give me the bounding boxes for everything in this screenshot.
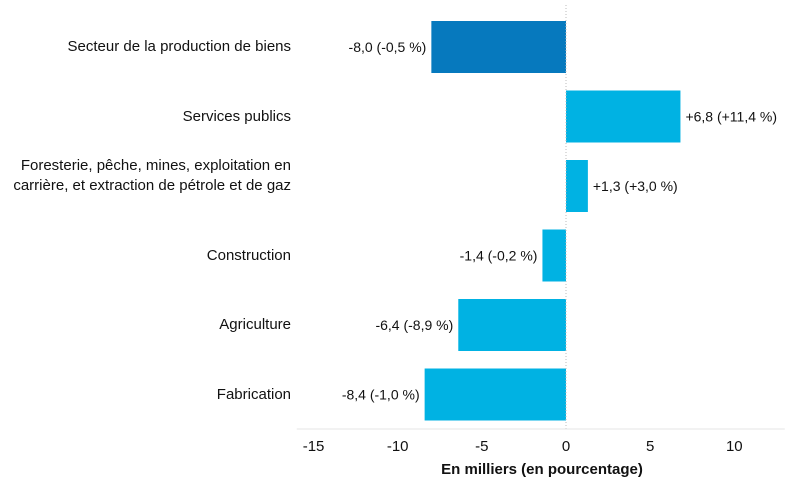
x-axis-title: En milliers (en pourcentage) xyxy=(441,461,643,478)
x-ticks-group: -15 -10 -5 0 5 10 xyxy=(303,438,743,455)
category-label: Fabrication xyxy=(216,385,291,403)
bars-group xyxy=(424,21,681,421)
data-label: +1,3 (+3,0 %) xyxy=(593,178,678,194)
category-label: Agriculture xyxy=(219,316,291,333)
category-label: Services publics xyxy=(182,107,291,125)
category-label: Secteur de la production de biens xyxy=(67,38,291,55)
x-tick-label: 10 xyxy=(726,438,743,455)
bar xyxy=(431,21,566,73)
x-tick-label: -15 xyxy=(303,438,325,455)
x-tick-label: -5 xyxy=(475,438,488,455)
data-label: -1,4 (-0,2 %) xyxy=(460,248,538,264)
bar xyxy=(542,229,566,282)
category-label: Construction xyxy=(206,246,291,264)
data-label: -8,4 (-1,0 %) xyxy=(342,387,420,403)
bar xyxy=(566,90,681,143)
category-label: Foresterie, pêche, mines, exploitation e… xyxy=(13,157,291,194)
x-tick-label: 0 xyxy=(562,438,570,455)
bar xyxy=(458,299,566,351)
x-tick-label: 5 xyxy=(646,438,654,455)
x-tick-label: -10 xyxy=(387,438,409,455)
bar xyxy=(424,368,566,421)
data-label: +6,8 (+11,4 %) xyxy=(685,109,777,125)
data-labels-group: -8,0 (-0,5 %) +6,8 (+11,4 %) +1,3 (+3,0 %)… xyxy=(342,39,777,403)
bar xyxy=(566,160,588,212)
data-label: -8,0 (-0,5 %) xyxy=(349,39,427,55)
data-label: -6,4 (-8,9 %) xyxy=(375,317,453,333)
